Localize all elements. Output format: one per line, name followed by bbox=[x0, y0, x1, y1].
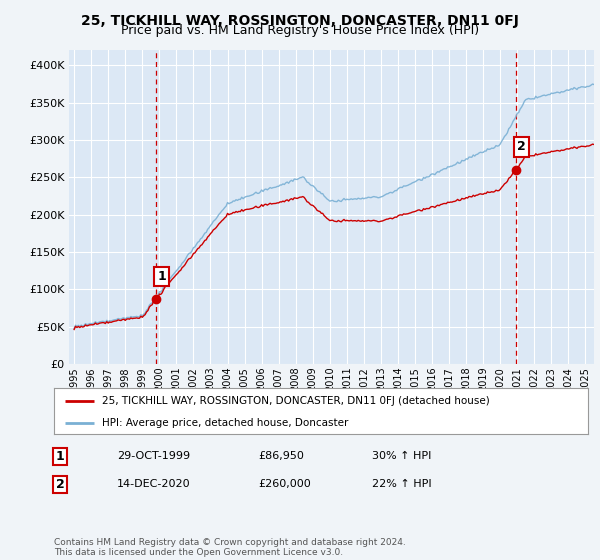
Text: £86,950: £86,950 bbox=[258, 451, 304, 461]
Text: 22% ↑ HPI: 22% ↑ HPI bbox=[372, 479, 431, 489]
Text: 29-OCT-1999: 29-OCT-1999 bbox=[117, 451, 190, 461]
Text: £260,000: £260,000 bbox=[258, 479, 311, 489]
Text: HPI: Average price, detached house, Doncaster: HPI: Average price, detached house, Donc… bbox=[102, 418, 349, 427]
Text: 14-DEC-2020: 14-DEC-2020 bbox=[117, 479, 191, 489]
Text: Contains HM Land Registry data © Crown copyright and database right 2024.
This d: Contains HM Land Registry data © Crown c… bbox=[54, 538, 406, 557]
Text: 30% ↑ HPI: 30% ↑ HPI bbox=[372, 451, 431, 461]
Text: 2: 2 bbox=[517, 141, 526, 153]
Text: 25, TICKHILL WAY, ROSSINGTON, DONCASTER, DN11 0FJ (detached house): 25, TICKHILL WAY, ROSSINGTON, DONCASTER,… bbox=[102, 396, 490, 406]
Text: 1: 1 bbox=[56, 450, 64, 463]
Text: Price paid vs. HM Land Registry's House Price Index (HPI): Price paid vs. HM Land Registry's House … bbox=[121, 24, 479, 37]
Text: 1: 1 bbox=[157, 270, 166, 283]
Text: 2: 2 bbox=[56, 478, 64, 491]
Text: 25, TICKHILL WAY, ROSSINGTON, DONCASTER, DN11 0FJ: 25, TICKHILL WAY, ROSSINGTON, DONCASTER,… bbox=[81, 14, 519, 28]
